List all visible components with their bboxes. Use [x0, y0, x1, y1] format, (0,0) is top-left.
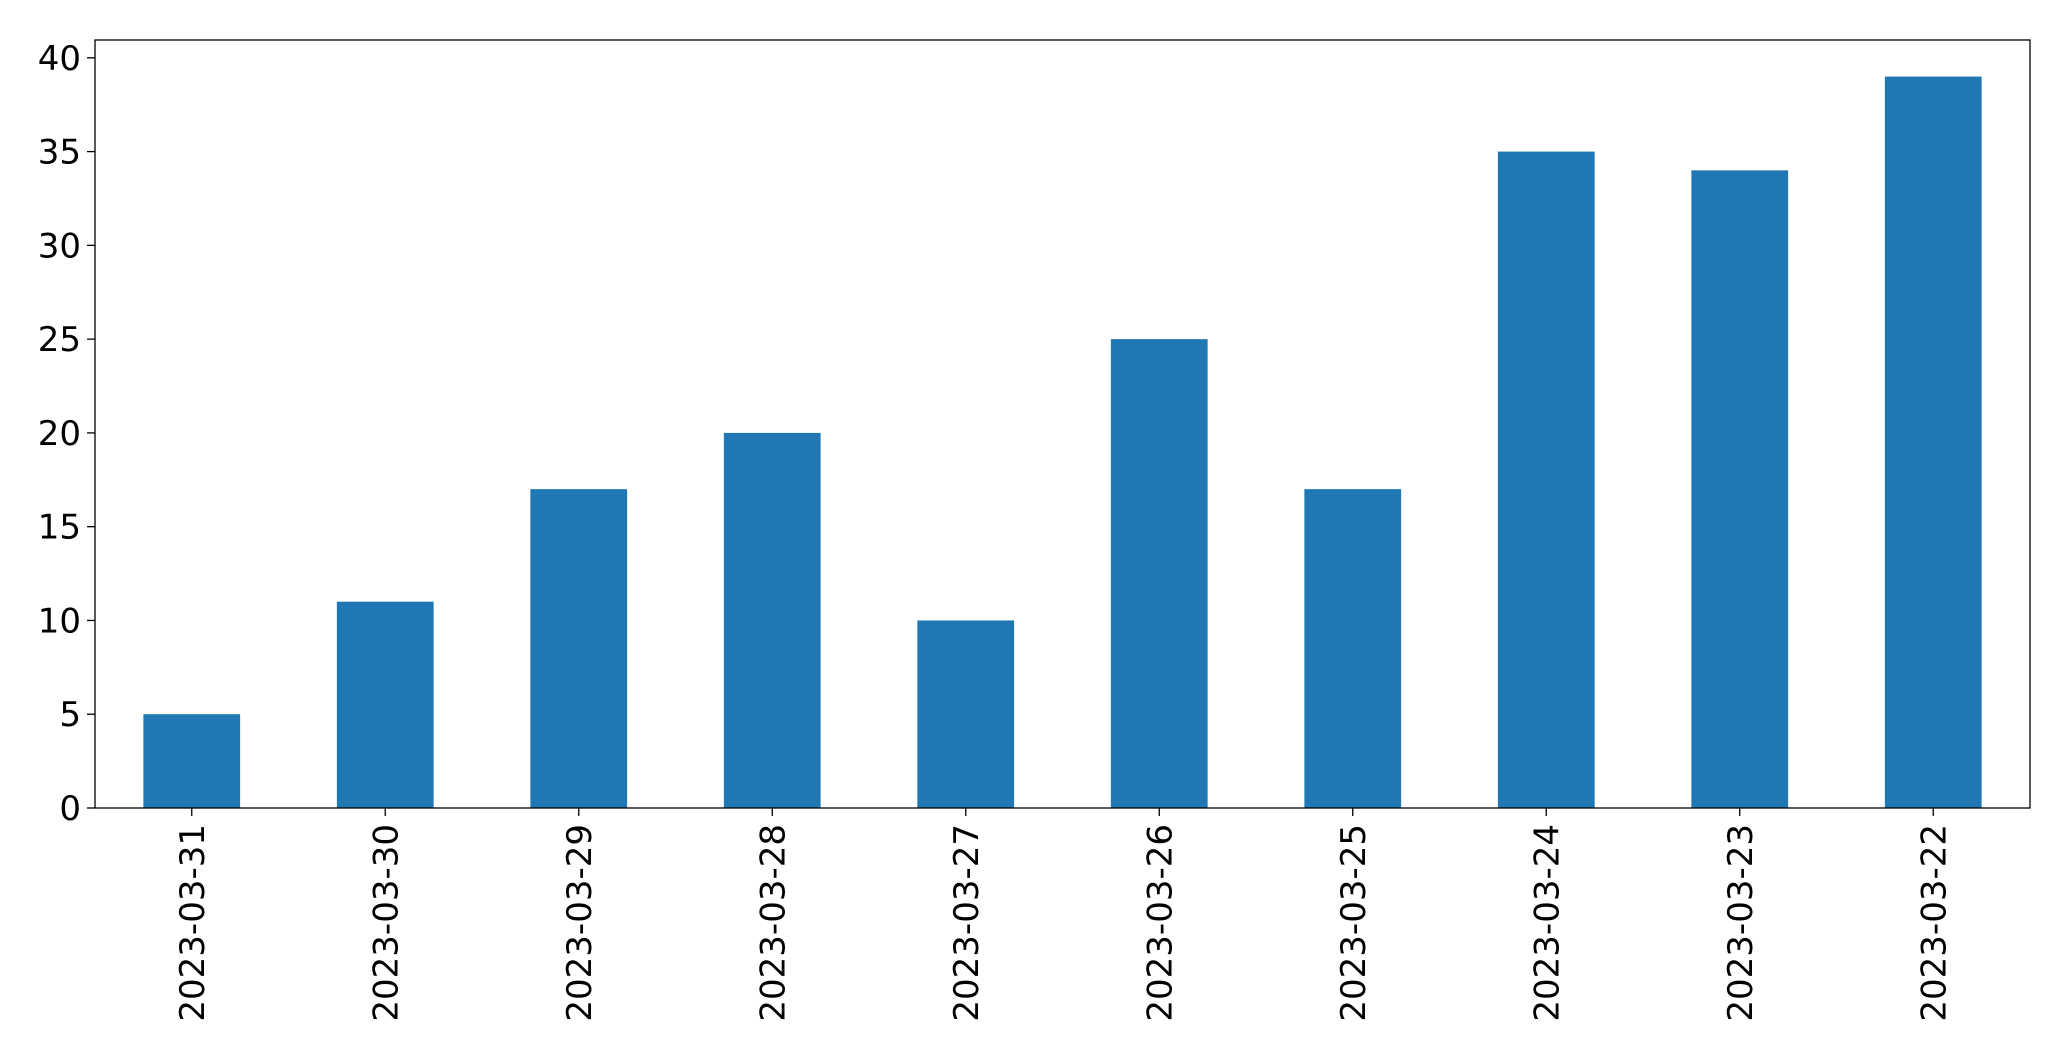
y-tick-label: 40 — [38, 39, 81, 79]
x-tick-label: 2023-03-23 — [1721, 824, 1761, 1022]
y-tick-label: 25 — [38, 320, 81, 360]
y-tick-label: 5 — [59, 695, 81, 735]
x-tick-label: 2023-03-28 — [753, 824, 793, 1022]
bar — [1497, 151, 1595, 809]
bar — [723, 432, 821, 808]
bar — [1304, 489, 1402, 808]
bar — [1884, 76, 1982, 809]
bar — [530, 489, 628, 808]
bar — [1691, 170, 1789, 808]
x-tick-label: 2023-03-22 — [1914, 824, 1954, 1022]
y-tick-label: 20 — [38, 414, 81, 454]
x-tick-label: 2023-03-24 — [1527, 824, 1567, 1022]
y-tick-label: 15 — [38, 508, 81, 548]
bar — [336, 601, 434, 808]
x-tick-label: 2023-03-31 — [173, 824, 213, 1022]
x-tick-label: 2023-03-29 — [560, 824, 600, 1022]
x-tick-label: 2023-03-27 — [947, 824, 987, 1022]
plot-frame — [94, 39, 2031, 809]
x-tick-label: 2023-03-26 — [1140, 824, 1180, 1022]
bar — [1110, 339, 1208, 808]
y-tick-label: 35 — [38, 133, 81, 173]
bar — [143, 714, 241, 808]
y-tick-label: 0 — [59, 789, 81, 829]
y-tick-label: 10 — [38, 601, 81, 641]
bar — [917, 620, 1015, 808]
x-tick-label: 2023-03-30 — [366, 824, 406, 1022]
y-tick-label: 30 — [38, 226, 81, 266]
x-tick-label: 2023-03-25 — [1334, 824, 1374, 1022]
